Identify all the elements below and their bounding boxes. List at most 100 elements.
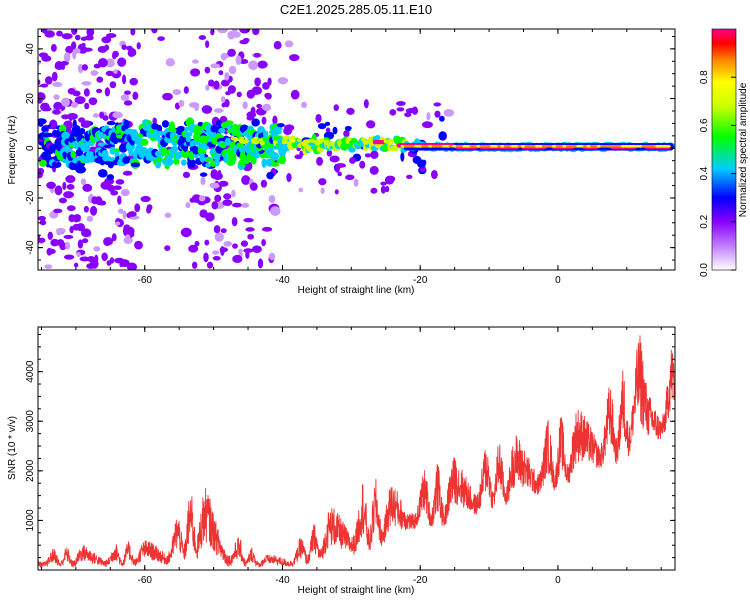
noise-blob — [120, 94, 130, 102]
noise-blob — [301, 101, 308, 109]
spectrogram-heatmap — [38, 29, 675, 270]
noise-blob — [268, 194, 276, 204]
noise-blob — [38, 122, 44, 127]
noise-blob — [105, 70, 114, 76]
noise-blob — [199, 172, 208, 177]
noise-blob — [370, 150, 379, 159]
noise-blob — [40, 106, 52, 112]
snr-ytick-label: 1000 — [25, 509, 36, 532]
band-blob — [140, 138, 149, 146]
band-blob — [122, 156, 131, 164]
noise-blob — [89, 259, 99, 269]
noise-blob — [74, 96, 86, 105]
band-highlight — [296, 138, 302, 143]
band-ridge — [610, 144, 616, 148]
band-ridge — [510, 144, 516, 148]
noise-blob — [74, 34, 81, 41]
band-blob — [224, 137, 231, 146]
band-blob — [156, 156, 163, 163]
colorbar-axes: 0.0 0.2 0.4 0.6 0.8 — [699, 28, 737, 277]
noise-blob — [239, 29, 251, 34]
noise-blob — [76, 251, 81, 258]
noise-blob — [252, 29, 260, 36]
snr-panel: -60 -40 -20 0 1000 2000 3000 4000 Height of str… — [7, 326, 676, 596]
band-blob — [123, 119, 130, 129]
spectrogram-panel: -60 -40 -20 0 -40 -20 0 20 40 Height of straight… — [7, 28, 676, 296]
noise-blob — [283, 127, 293, 135]
band-ridge — [438, 144, 444, 148]
noise-blob — [232, 243, 238, 249]
band-blob — [160, 147, 168, 156]
noise-blob — [83, 88, 90, 97]
noise-blob — [86, 215, 94, 222]
noise-blob — [52, 109, 61, 115]
spectrogram-axes: -60 -40 -20 0 -40 -20 0 20 40 — [25, 29, 675, 286]
noise-blob — [231, 29, 238, 32]
band-blob — [273, 126, 283, 131]
band-ridge — [400, 144, 406, 148]
band-blob — [270, 162, 280, 167]
noise-blob — [260, 179, 268, 188]
spectrogram-xtick-label: -20 — [413, 275, 428, 286]
band-ridge — [469, 144, 475, 148]
noise-blob — [61, 97, 70, 107]
band-highlight — [238, 138, 244, 143]
noise-blob — [203, 105, 212, 114]
band-blob — [58, 124, 67, 134]
band-ridge — [452, 144, 458, 148]
noise-blob — [217, 169, 222, 180]
band-ridge — [579, 144, 585, 148]
noise-blob — [389, 109, 397, 116]
noise-blob — [246, 115, 255, 121]
band-ridge — [424, 144, 430, 148]
noise-blob — [231, 216, 238, 227]
noise-blob — [46, 247, 53, 256]
noise-blob — [254, 77, 261, 87]
band-ridge — [627, 144, 633, 148]
band-blob — [210, 124, 218, 133]
colorbar-tick-label: 0.8 — [699, 70, 710, 84]
noise-blob — [120, 259, 130, 267]
chart-title: C2E1.2025.285.05.11.E10 — [280, 2, 432, 17]
noise-blob — [205, 40, 210, 48]
noise-blob — [112, 50, 119, 58]
band-ridge — [531, 144, 537, 148]
band-ridge — [514, 144, 520, 148]
noise-blob — [164, 245, 171, 251]
noise-blob — [81, 81, 92, 86]
noise-blob — [50, 238, 60, 247]
band-ridge — [548, 144, 554, 148]
band-ridge — [607, 144, 613, 148]
noise-blob — [315, 113, 322, 123]
noise-blob — [366, 120, 376, 129]
noise-blob — [257, 60, 268, 69]
noise-blob — [63, 191, 74, 199]
snr-ytick-label: 3000 — [25, 410, 36, 433]
snr-xtick-label: 0 — [555, 575, 561, 586]
noise-blob — [266, 171, 274, 180]
noise-blob — [101, 36, 112, 44]
band-ridge — [534, 144, 540, 148]
band-ridge — [459, 144, 465, 148]
noise-blob — [134, 203, 141, 213]
noise-blob — [77, 240, 84, 249]
band-blob — [39, 159, 47, 167]
band-ridge — [417, 144, 423, 148]
band-blob — [262, 130, 269, 138]
noise-blob — [63, 52, 71, 62]
noise-blob — [75, 165, 87, 174]
noise-blob — [81, 238, 89, 244]
noise-blob — [46, 181, 56, 189]
band-ridge — [641, 144, 647, 148]
band-highlight — [336, 140, 342, 145]
noise-blob — [217, 29, 228, 34]
band-ridge — [503, 144, 509, 148]
band-ridge — [600, 144, 606, 148]
noise-blob — [213, 108, 224, 113]
noise-blob — [136, 42, 141, 50]
band-ridge — [582, 144, 588, 148]
noise-blob — [256, 103, 262, 109]
band-highlight — [305, 139, 311, 144]
band-blob — [130, 162, 141, 168]
snr-xtick-label: -40 — [275, 575, 290, 586]
